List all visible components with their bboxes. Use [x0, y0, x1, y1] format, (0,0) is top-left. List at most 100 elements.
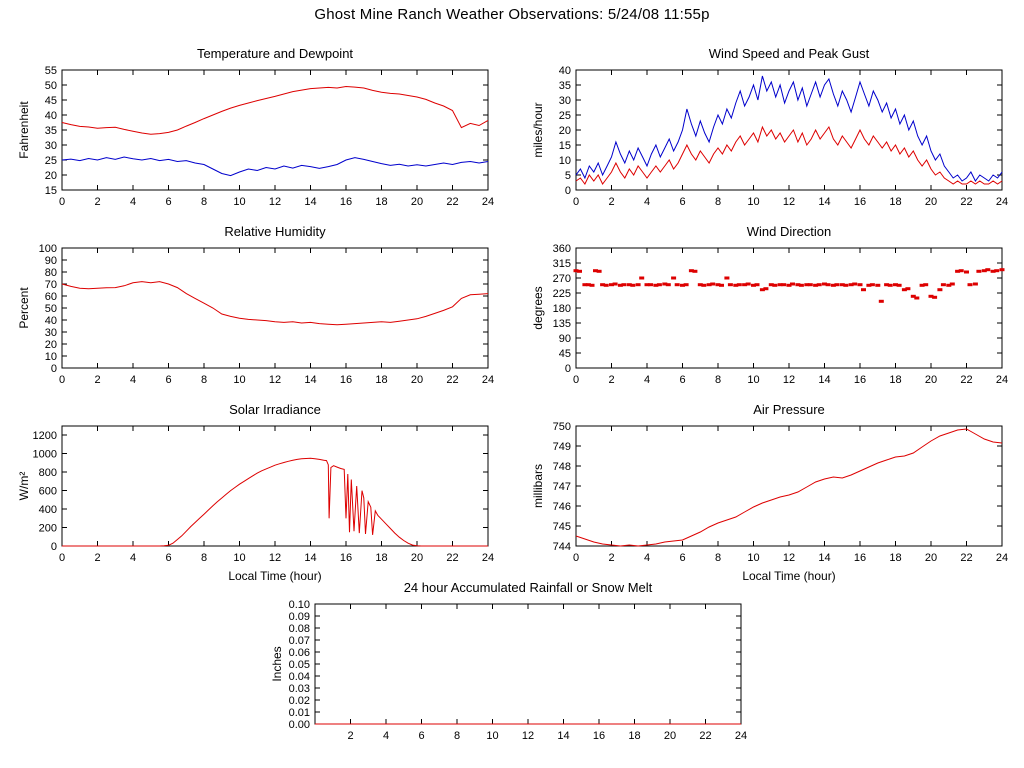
- series-marker: [665, 283, 671, 287]
- chart-title: Solar Irradiance: [229, 402, 321, 417]
- x-tick-label: 2: [94, 552, 100, 564]
- y-tick-label: 744: [553, 541, 571, 553]
- chart-title: Air Pressure: [753, 402, 825, 417]
- x-tick-label: 8: [715, 552, 721, 564]
- x-tick-label: 18: [375, 552, 387, 564]
- series-marker: [786, 283, 792, 287]
- series-marker: [825, 283, 831, 287]
- x-tick-label: 22: [960, 552, 972, 564]
- y-tick-label: 0.05: [289, 659, 310, 671]
- series-marker: [852, 282, 858, 286]
- series-marker: [967, 283, 973, 287]
- series-line-peak_gust: [575, 75, 1003, 182]
- y-tick-label: 0.08: [289, 623, 310, 635]
- chart-title: Wind Direction: [747, 224, 832, 239]
- plot-border: [61, 425, 489, 547]
- x-tick-label: 6: [165, 374, 171, 386]
- y-tick-label: 55: [45, 65, 57, 77]
- x-tick-label: 12: [783, 374, 795, 386]
- series-marker: [585, 283, 591, 287]
- x-tick-label: 24: [996, 196, 1008, 208]
- y-tick-label: 400: [39, 504, 57, 516]
- y-tick-label: 15: [45, 185, 57, 197]
- y-axis-label: Inches: [270, 646, 284, 681]
- series-marker: [674, 283, 680, 287]
- series-line-air_pressure: [575, 428, 1003, 547]
- series-marker: [653, 283, 659, 287]
- series-marker: [843, 283, 849, 287]
- series-marker: [875, 283, 881, 287]
- series-marker: [617, 283, 623, 287]
- series-marker: [958, 269, 964, 273]
- y-tick-label: 0.03: [289, 683, 310, 695]
- y-tick-label: 60: [45, 291, 57, 303]
- x-tick-label: 0: [59, 374, 65, 386]
- y-axis-label: Fahrenheit: [17, 101, 31, 159]
- series-marker: [609, 283, 614, 287]
- x-tick-label: 20: [925, 374, 937, 386]
- x-tick-label: 14: [304, 374, 316, 386]
- y-tick-label: 35: [45, 125, 57, 137]
- series-marker: [596, 269, 602, 273]
- series-marker: [600, 283, 606, 287]
- series-marker: [593, 269, 598, 273]
- series-line-solar_irradiance: [62, 457, 488, 547]
- y-tick-label: 0.01: [289, 707, 310, 719]
- x-tick-label: 8: [201, 552, 207, 564]
- series-marker: [626, 283, 632, 287]
- x-tick-label: 8: [715, 374, 721, 386]
- page-title: Ghost Mine Ranch Weather Observations: 5…: [314, 6, 710, 23]
- x-tick-label: 12: [269, 552, 281, 564]
- series-marker: [612, 282, 618, 286]
- series-marker: [768, 283, 774, 287]
- x-tick-label: 2: [608, 552, 614, 564]
- series-marker: [644, 283, 650, 287]
- y-tick-label: 45: [45, 95, 57, 107]
- series-line-relative_humidity: [61, 281, 489, 326]
- series-marker: [994, 269, 1000, 273]
- chart-rainfall: 24 hour Accumulated Rainfall or Snow Mel…: [267, 574, 761, 768]
- y-tick-label: 1000: [33, 449, 57, 461]
- series-marker: [763, 287, 769, 291]
- x-tick-label: 14: [304, 552, 316, 564]
- x-tick-label: 4: [130, 374, 136, 386]
- series-marker: [692, 269, 698, 273]
- series-marker: [573, 269, 579, 273]
- series-marker: [751, 283, 756, 287]
- y-tick-label: 5: [565, 170, 571, 182]
- y-tick-label: 25: [559, 110, 571, 122]
- series-marker: [816, 283, 822, 287]
- y-tick-label: 25: [45, 155, 57, 167]
- series-marker: [790, 282, 795, 286]
- x-tick-label: 12: [522, 730, 534, 742]
- y-tick-label: 0.09: [289, 611, 310, 623]
- series-marker: [834, 283, 840, 287]
- x-tick-label: 8: [454, 730, 460, 742]
- y-tick-label: 10: [45, 351, 57, 363]
- x-tick-label: 4: [644, 552, 650, 564]
- series-marker: [635, 283, 641, 287]
- series-marker: [884, 283, 890, 287]
- x-tick-label: 2: [608, 196, 614, 208]
- y-axis-label: degrees: [531, 286, 545, 329]
- series-marker: [813, 283, 819, 287]
- series-marker: [861, 288, 866, 292]
- series-marker: [795, 283, 801, 287]
- y-axis-label: Percent: [17, 287, 31, 329]
- y-tick-label: 20: [45, 339, 57, 351]
- series-marker: [937, 288, 943, 292]
- series-marker: [964, 270, 969, 274]
- series-marker: [697, 283, 703, 287]
- y-tick-label: 50: [45, 80, 57, 92]
- y-tick-label: 270: [553, 273, 571, 285]
- chart-temperature-dewpoint: Temperature and Dewpoint 0 2 4 6 8 10 12 14 16 18 2…: [14, 40, 508, 240]
- series-marker: [656, 283, 662, 287]
- series-marker: [919, 283, 925, 287]
- y-tick-label: 30: [45, 140, 57, 152]
- y-tick-label: 0: [51, 363, 57, 375]
- x-tick-label: 6: [679, 196, 685, 208]
- y-tick-label: 40: [45, 110, 57, 122]
- x-tick-label: 22: [446, 374, 458, 386]
- x-tick-label: 4: [130, 552, 136, 564]
